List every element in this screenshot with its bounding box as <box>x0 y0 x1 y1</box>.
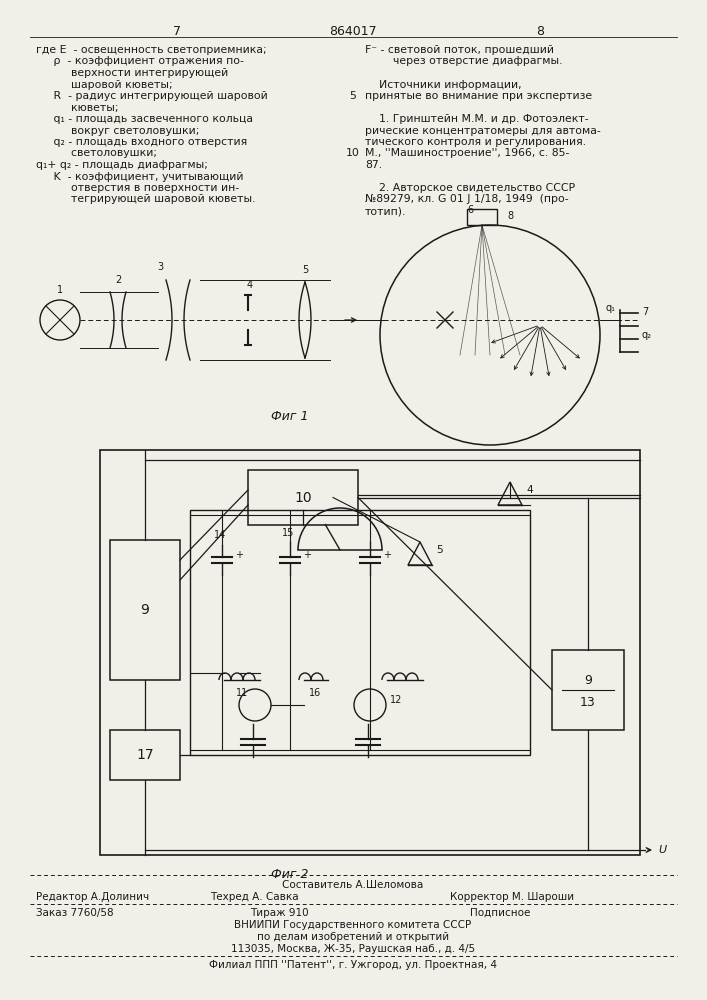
Text: Подписное: Подписное <box>470 908 530 918</box>
Text: по делам изобретений и открытий: по делам изобретений и открытий <box>257 932 449 942</box>
Text: ρ  - коэффициент отражения по-: ρ - коэффициент отражения по- <box>36 56 244 66</box>
Text: 10: 10 <box>294 490 312 504</box>
Text: +: + <box>303 550 311 560</box>
Text: 6: 6 <box>468 205 474 215</box>
Text: q₂: q₂ <box>642 330 652 340</box>
Text: 15: 15 <box>282 528 294 538</box>
Text: +: + <box>235 550 243 560</box>
Text: 7: 7 <box>173 25 181 38</box>
Text: Заказ 7760/58: Заказ 7760/58 <box>36 908 114 918</box>
Text: Техред А. Савка: Техред А. Савка <box>210 892 298 902</box>
Text: 13: 13 <box>580 696 596 708</box>
Text: Фиг 2: Фиг 2 <box>271 868 309 881</box>
Text: тического контроля и регулирования.: тического контроля и регулирования. <box>365 137 586 147</box>
Bar <box>190 510 530 755</box>
Text: 11: 11 <box>236 688 248 698</box>
Text: q₁+ q₂ - площадь диафрагмы;: q₁+ q₂ - площадь диафрагмы; <box>36 160 208 170</box>
Bar <box>248 470 358 525</box>
Text: Источники информации,: Источники информации, <box>365 80 522 90</box>
Text: 1. Гринштейн М.М. и др. Фотоэлект-: 1. Гринштейн М.М. и др. Фотоэлект- <box>365 114 589 124</box>
Text: 4: 4 <box>247 280 253 290</box>
Text: Корректор М. Шароши: Корректор М. Шароши <box>450 892 574 902</box>
Text: 5: 5 <box>349 91 356 101</box>
Text: ВНИИПИ Государственного комитета СССР: ВНИИПИ Государственного комитета СССР <box>235 920 472 930</box>
Bar <box>100 450 640 855</box>
Text: Тираж 910: Тираж 910 <box>250 908 309 918</box>
Text: 864017: 864017 <box>329 25 377 38</box>
Text: 113035, Москва, Ж-35, Раушская наб., д. 4/5: 113035, Москва, Ж-35, Раушская наб., д. … <box>231 944 475 954</box>
Text: шаровой кюветы;: шаровой кюветы; <box>36 80 173 90</box>
Text: K  - коэффициент, учитывающий: K - коэффициент, учитывающий <box>36 172 243 182</box>
Text: 7: 7 <box>642 307 648 317</box>
Text: 2. Авторское свидетельство СССР: 2. Авторское свидетельство СССР <box>365 183 575 193</box>
Text: 17: 17 <box>136 748 154 762</box>
Text: 8: 8 <box>507 211 513 221</box>
Text: q₁ - площадь засвеченного кольца: q₁ - площадь засвеченного кольца <box>36 114 253 124</box>
Text: светоловушки;: светоловушки; <box>36 148 157 158</box>
Text: Филиал ППП ''Патент'', г. Ужгород, ул. Проектная, 4: Филиал ППП ''Патент'', г. Ужгород, ул. П… <box>209 960 497 970</box>
Text: Редактор А.Долинич: Редактор А.Долинич <box>36 892 149 902</box>
Text: М., ''Машиностроение'', 1966, с. 85-: М., ''Машиностроение'', 1966, с. 85- <box>365 148 569 158</box>
Text: Составитель А.Шеломова: Составитель А.Шеломова <box>282 880 423 890</box>
Text: 9: 9 <box>584 674 592 686</box>
Text: 16: 16 <box>309 688 321 698</box>
Text: 10: 10 <box>346 148 360 158</box>
Text: q₂ - площадь входного отверстия: q₂ - площадь входного отверстия <box>36 137 247 147</box>
Text: 1: 1 <box>57 285 63 295</box>
Text: кюветы;: кюветы; <box>36 103 119 112</box>
Text: рические концентратомеры для автома-: рические концентратомеры для автома- <box>365 125 601 135</box>
Text: отверстия в поверхности ин-: отверстия в поверхности ин- <box>36 183 239 193</box>
Text: F⁻ - световой поток, прошедший: F⁻ - световой поток, прошедший <box>365 45 554 55</box>
Text: +: + <box>383 550 391 560</box>
Text: где E  - освещенность светоприемника;: где E - освещенность светоприемника; <box>36 45 267 55</box>
Bar <box>467 209 497 225</box>
Text: 9: 9 <box>141 603 149 617</box>
Text: 5: 5 <box>436 545 443 555</box>
Text: U: U <box>658 845 666 855</box>
Text: 8: 8 <box>536 25 544 38</box>
Bar <box>110 730 180 780</box>
Text: вокруг светоловушки;: вокруг светоловушки; <box>36 125 199 135</box>
Text: 87.: 87. <box>365 160 382 170</box>
Text: q₁: q₁ <box>605 303 615 313</box>
Text: №89279, кл. G 01 J 1/18, 1949  (про-: №89279, кл. G 01 J 1/18, 1949 (про- <box>365 194 568 205</box>
Text: 2: 2 <box>115 275 121 285</box>
Text: 3: 3 <box>157 262 163 272</box>
Text: тегрирующей шаровой кюветы.: тегрирующей шаровой кюветы. <box>36 194 255 205</box>
Text: 4: 4 <box>526 485 532 495</box>
Text: 5: 5 <box>302 265 308 275</box>
Text: 12: 12 <box>390 695 402 705</box>
Text: верхности интегрирующей: верхности интегрирующей <box>36 68 228 78</box>
Text: тотип).: тотип). <box>365 206 407 216</box>
Text: Фиг 1: Фиг 1 <box>271 410 309 423</box>
Text: R  - радиус интегрирующей шаровой: R - радиус интегрирующей шаровой <box>36 91 268 101</box>
Bar <box>110 540 180 680</box>
Text: 14: 14 <box>214 530 226 540</box>
Text: через отверстие диафрагмы.: через отверстие диафрагмы. <box>365 56 563 66</box>
Bar <box>552 650 624 730</box>
Text: принятые во внимание при экспертизе: принятые во внимание при экспертизе <box>365 91 592 101</box>
